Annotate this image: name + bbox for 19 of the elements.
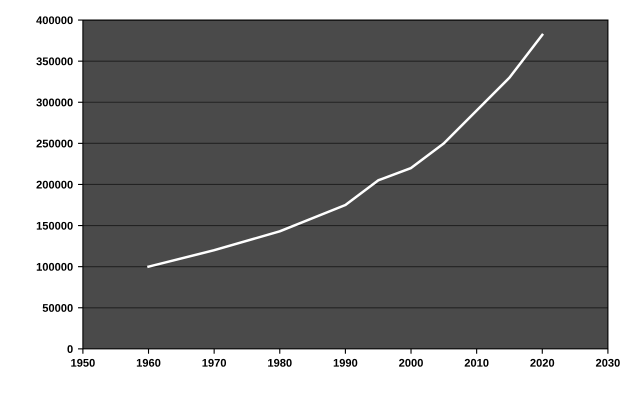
x-tick-label: 2030 — [596, 358, 620, 367]
line-series — [147, 34, 544, 268]
y-tick-label: 50000 — [42, 304, 73, 312]
x-tick-label: 1970 — [202, 358, 226, 367]
x-tick-label: 1990 — [334, 358, 358, 367]
x-tick-label: 2020 — [530, 358, 554, 367]
y-tick-label: 150000 — [36, 222, 73, 230]
x-tick-label: 1950 — [71, 358, 95, 367]
x-tick-label: 2000 — [399, 358, 423, 367]
y-tick-label: 200000 — [36, 180, 73, 189]
y-tick-label: 0 — [67, 345, 73, 354]
y-tick-label: 350000 — [36, 57, 73, 66]
y-tick-label: 250000 — [36, 140, 73, 148]
y-tick-label: 300000 — [36, 98, 73, 106]
y-tick-label: 400000 — [36, 16, 73, 24]
y-tick-label: 100000 — [36, 262, 73, 271]
x-tick-label: 1980 — [268, 358, 292, 367]
x-tick-label: 1960 — [136, 358, 160, 367]
x-tick-label: 2010 — [464, 358, 489, 367]
